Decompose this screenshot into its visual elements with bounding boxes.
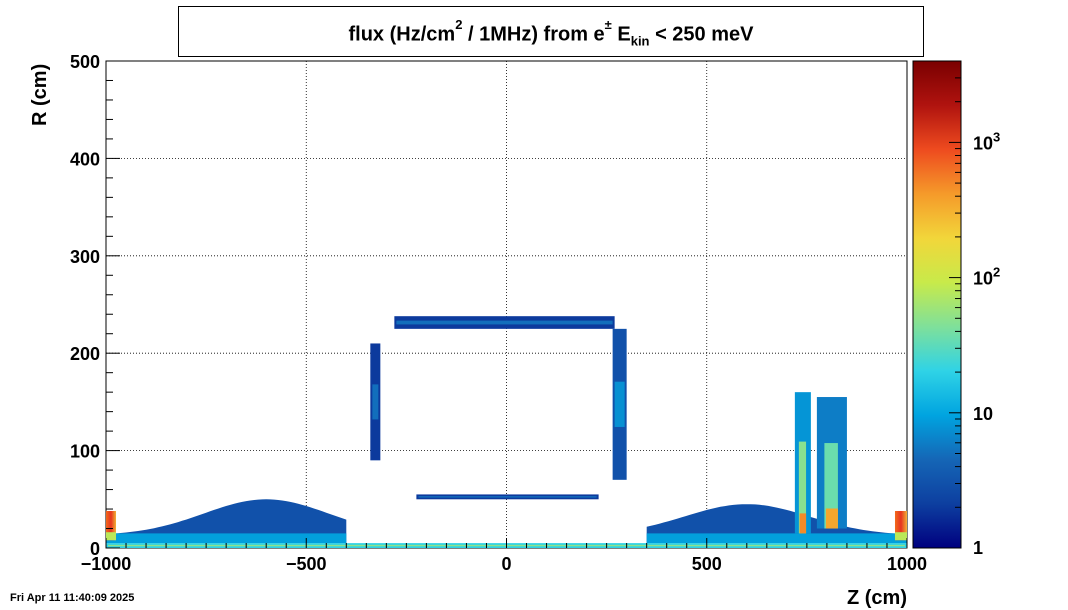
cell-left-floor (106, 499, 347, 544)
region-corner-left (106, 510, 117, 541)
grid-lines (106, 61, 907, 548)
region-corner-right (894, 510, 907, 541)
x-tick-label: −500 (286, 554, 327, 574)
cell-corner-left-base (106, 532, 117, 541)
cell-left-floor-core (106, 533, 347, 544)
cell-corner-right-base (894, 532, 907, 541)
y-axis: 0 100 200 300 400 500 (70, 52, 120, 559)
y-tick-label: 0 (90, 539, 100, 559)
region-left-floor (106, 499, 347, 544)
x-axis-label: Z (cm) (847, 587, 907, 609)
cell-right-tower-b-hot (825, 508, 838, 529)
cell-right-floor-core (646, 533, 907, 544)
cell-right-tower-b-core (824, 443, 838, 529)
x-tick-label: −1000 (81, 554, 132, 574)
x-tick-label: 1000 (887, 554, 927, 574)
region-inner-bar (416, 494, 599, 500)
x-tick-label: 500 (692, 554, 722, 574)
cell-right-tower-a-core (798, 441, 807, 534)
region-right-tower-a (794, 392, 811, 534)
colorbar-tick-label: 1 (973, 538, 983, 558)
cell-left-barrel-wall-core (372, 384, 379, 420)
cell-inner-bar-core (418, 496, 597, 498)
x-axis: −1000 −500 0 500 1000 (81, 538, 927, 574)
y-tick-label: 200 (70, 344, 100, 364)
y-tick-label: 100 (70, 442, 100, 462)
x-tick-label: 0 (501, 554, 511, 574)
region-left-barrel-wall (370, 343, 381, 461)
cell-top-barrel-band-core (396, 320, 613, 325)
y-tick-label: 400 (70, 149, 100, 169)
colorbar-tick-label: 10 (973, 404, 993, 424)
cell-corner-left (106, 510, 117, 541)
region-right-floor (646, 504, 907, 544)
region-right-tower-b (816, 397, 847, 529)
region-right-barrel-wall (612, 328, 627, 480)
plot-title: flux (Hz/cm2 / 1MHz) from e± Ekin < 250 … (348, 17, 754, 49)
timestamp: Fri Apr 11 11:40:09 2025 (10, 592, 135, 604)
y-tick-label: 300 (70, 247, 100, 267)
region-top-barrel-band (394, 316, 615, 329)
colorbar: 1 10 102 103 (912, 60, 1000, 558)
colorbar-tick-label: 102 (973, 265, 1000, 289)
y-axis-label: R (cm) (29, 64, 51, 126)
colorbar-gradient (912, 60, 962, 549)
y-tick-label: 500 (70, 52, 100, 72)
title-box: flux (Hz/cm2 / 1MHz) from e± Ekin < 250 … (178, 6, 924, 57)
cell-right-tower-a-hot (799, 513, 807, 534)
cell-right-barrel-wall-core (614, 381, 625, 427)
colorbar-tick-label: 103 (973, 129, 1000, 153)
